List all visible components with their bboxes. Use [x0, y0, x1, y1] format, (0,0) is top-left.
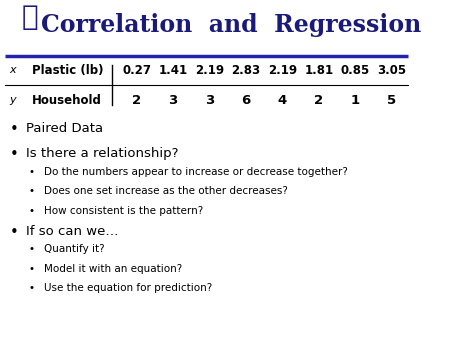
Text: 2: 2	[314, 94, 324, 107]
Text: 0.27: 0.27	[122, 64, 151, 77]
Text: 1.81: 1.81	[304, 64, 333, 77]
Text: 1.41: 1.41	[158, 64, 188, 77]
Text: 1: 1	[351, 94, 360, 107]
Text: •: •	[28, 264, 34, 274]
Text: •: •	[28, 244, 34, 255]
Text: 2.83: 2.83	[231, 64, 261, 77]
Text: 🦅: 🦅	[22, 3, 38, 31]
Text: •: •	[9, 147, 18, 162]
Text: Model it with an equation?: Model it with an equation?	[45, 264, 183, 274]
Text: •: •	[28, 283, 34, 293]
Text: •: •	[28, 206, 34, 216]
Text: 3.05: 3.05	[377, 64, 406, 77]
Text: 2.19: 2.19	[195, 64, 224, 77]
Text: 2: 2	[132, 94, 141, 107]
Text: •: •	[9, 122, 18, 137]
Text: 6: 6	[241, 94, 251, 107]
Text: Quantify it?: Quantify it?	[45, 244, 105, 255]
Text: Household: Household	[32, 94, 102, 107]
Text: 0.85: 0.85	[341, 64, 370, 77]
Text: y: y	[9, 95, 16, 105]
Text: If so can we…: If so can we…	[26, 225, 118, 238]
Text: 4: 4	[278, 94, 287, 107]
Text: Do the numbers appear to increase or decrease together?: Do the numbers appear to increase or dec…	[45, 167, 348, 177]
Text: How consistent is the pattern?: How consistent is the pattern?	[45, 206, 204, 216]
Text: 5: 5	[387, 94, 396, 107]
Text: •: •	[28, 167, 34, 177]
Text: Plastic (lb): Plastic (lb)	[32, 64, 104, 77]
Text: •: •	[9, 225, 18, 240]
Text: •: •	[28, 186, 34, 196]
Text: Is there a relationship?: Is there a relationship?	[26, 147, 179, 160]
Text: 3: 3	[205, 94, 214, 107]
Text: Paired Data: Paired Data	[26, 122, 103, 135]
Text: 3: 3	[168, 94, 178, 107]
Text: Use the equation for prediction?: Use the equation for prediction?	[45, 283, 213, 293]
Text: Does one set increase as the other decreases?: Does one set increase as the other decre…	[45, 186, 288, 196]
Text: 2.19: 2.19	[268, 64, 297, 77]
Text: x: x	[9, 65, 16, 75]
Text: Correlation  and  Regression: Correlation and Regression	[41, 13, 421, 37]
